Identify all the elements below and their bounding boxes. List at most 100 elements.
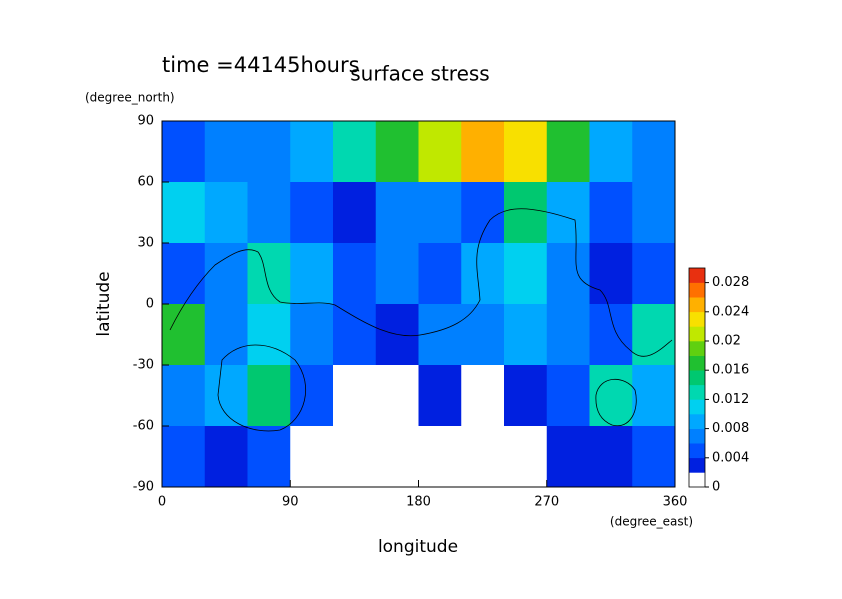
cell: [546, 182, 590, 244]
cell: [461, 121, 505, 183]
cell: [461, 365, 505, 427]
cell: [204, 182, 248, 244]
cell: [632, 304, 676, 366]
cell: [333, 121, 377, 183]
colorbar-segment: [689, 268, 705, 283]
cell: [204, 304, 248, 366]
colorbar-tick-label: 0.016: [712, 363, 749, 378]
cell: [589, 182, 633, 244]
cell: [589, 121, 633, 183]
cell: [375, 121, 419, 183]
y-tick-label: -90: [133, 480, 154, 495]
cell: [546, 121, 590, 183]
colorbar-segment: [689, 282, 705, 298]
x-tick-label: 90: [282, 495, 299, 510]
cell: [290, 243, 334, 305]
cell: [162, 304, 206, 366]
cell: [632, 243, 676, 305]
cell: [375, 182, 419, 244]
cell: [504, 304, 548, 366]
cell: [589, 243, 633, 305]
cell: [461, 304, 505, 366]
cell: [247, 243, 291, 305]
cell: [247, 304, 291, 366]
colorbar-tick-label: 0: [712, 480, 720, 495]
cell: [204, 121, 248, 183]
y-unit: (degree_north): [85, 91, 175, 105]
cell: [546, 426, 590, 488]
colorbar-segment: [689, 297, 705, 313]
cell: [632, 121, 676, 183]
cell: [504, 365, 548, 427]
cell: [247, 182, 291, 244]
colorbar-segment: [689, 370, 705, 386]
colorbar: 0 0.004 0.008 0.012 0.016 0.02 0.024 0.028: [688, 267, 749, 495]
y-tick-label: -60: [133, 419, 154, 434]
field: [162, 121, 676, 488]
cell: [290, 426, 334, 488]
cell: [290, 182, 334, 244]
cell: [461, 426, 505, 488]
cell: [290, 121, 334, 183]
cell: [204, 365, 248, 427]
cell: [204, 243, 248, 305]
cell: [461, 182, 505, 244]
time-label: time =44145hours: [162, 53, 360, 77]
colorbar-tick-label: 0.012: [712, 392, 749, 407]
cell: [589, 426, 633, 488]
cell: [546, 365, 590, 427]
cell: [162, 182, 206, 244]
cell: [632, 426, 676, 488]
coastlines: [169, 208, 673, 432]
y-tick-label: 60: [137, 175, 154, 190]
y-tick-label: 30: [137, 236, 154, 251]
cell: [162, 426, 206, 488]
cell: [504, 121, 548, 183]
cell: [375, 426, 419, 488]
y-axis-label: latitude: [94, 271, 114, 336]
cell: [162, 243, 206, 305]
chart-title: surface stress: [350, 62, 489, 86]
x-tick-label: 0: [158, 495, 166, 510]
cell: [333, 182, 377, 244]
cell: [418, 243, 462, 305]
cell: [461, 243, 505, 305]
colorbar-segment: [689, 355, 705, 371]
cell: [333, 365, 377, 427]
cell: [162, 365, 206, 427]
cell: [333, 426, 377, 488]
cell: [204, 426, 248, 488]
colorbar-segment: [689, 414, 705, 429]
cell: [333, 243, 377, 305]
cell: [504, 426, 548, 488]
x-tick-label: 270: [534, 495, 559, 510]
cell: [546, 243, 590, 305]
cell: [546, 304, 590, 366]
cell: [333, 304, 377, 366]
colorbar-segment: [689, 443, 705, 459]
cell: [504, 182, 548, 244]
cell: [632, 365, 676, 427]
colorbar-segment: [689, 472, 705, 488]
x-tick-label: 360: [663, 495, 688, 510]
y-tick-label: 90: [137, 114, 154, 129]
axes: 0 90 180 270 360 -90 -60 -30 0 30 60 90: [133, 114, 688, 510]
cell: [504, 243, 548, 305]
colorbar-segment: [689, 399, 705, 415]
colorbar-segment: [689, 384, 705, 400]
colorbar-frame: [688, 267, 706, 488]
colorbar-tick-label: 0.028: [712, 275, 749, 290]
cell: [290, 304, 334, 366]
cell: [247, 426, 291, 488]
colorbar-segment: [689, 341, 705, 356]
colorbar-tick-label: 0.008: [712, 421, 749, 436]
cell: [162, 121, 206, 183]
colorbar-tick-label: 0.024: [712, 304, 749, 319]
cell: [418, 182, 462, 244]
colorbar-segment: [689, 326, 705, 342]
colorbar-segment: [689, 311, 705, 327]
colorbar-segment: [689, 428, 705, 444]
y-tick-label: 0: [146, 297, 154, 312]
cell: [247, 365, 291, 427]
x-axis-label: longitude: [378, 537, 458, 557]
